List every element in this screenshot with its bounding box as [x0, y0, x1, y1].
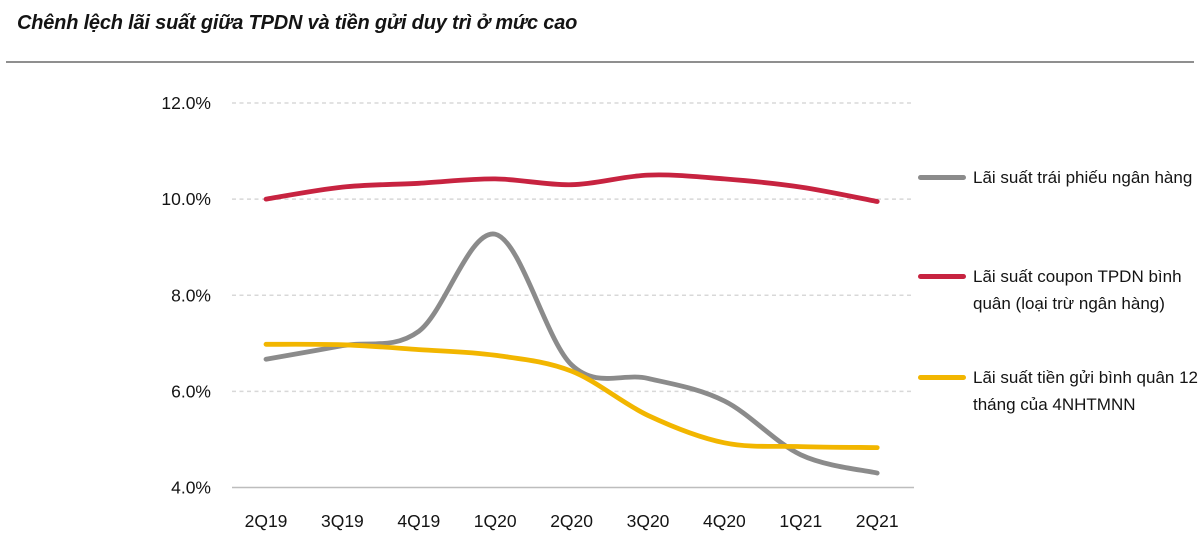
y-axis-tick-label: 8.0%	[171, 285, 211, 305]
legend-swatch-gray-line-icon	[918, 175, 966, 180]
title-divider	[6, 61, 1194, 63]
x-axis-tick-label: 4Q19	[397, 511, 440, 531]
chart-title: Chênh lệch lãi suất giữa TPDN và tiền gử…	[17, 12, 578, 34]
x-axis-tick-label: 1Q21	[779, 511, 822, 531]
legend-item-bank-bond-rate: Lãi suất trái phiếu ngân hàng	[918, 164, 1192, 191]
legend-label-deposit-rate: Lãi suất tiền gửi bình quân 12 tháng của…	[973, 368, 1198, 414]
x-axis-tick-label: 4Q20	[703, 511, 746, 531]
x-axis-tick-label: 1Q20	[474, 511, 517, 531]
x-axis-tick-label: 2Q21	[856, 511, 899, 531]
x-axis-tick-label: 3Q20	[627, 511, 670, 531]
y-axis-tick-label: 10.0%	[161, 189, 211, 209]
x-axis-tick-label: 3Q19	[321, 511, 364, 531]
x-axis-tick-label: 2Q20	[550, 511, 593, 531]
chart-legend: Lãi suất trái phiếu ngân hàng Lãi suất c…	[918, 0, 1200, 543]
x-axis-tick-label: 2Q19	[245, 511, 288, 531]
y-axis-tick-label: 6.0%	[171, 381, 211, 401]
y-axis-tick-label: 12.0%	[161, 93, 211, 113]
legend-label-bank-bond-rate: Lãi suất trái phiếu ngân hàng	[973, 168, 1193, 187]
legend-item-tpdn-coupon-rate: Lãi suất coupon TPDN bình quân (loại trừ…	[918, 263, 1182, 317]
y-axis-tick-label: 4.0%	[171, 478, 211, 498]
series-line-1	[263, 172, 880, 204]
legend-swatch-yellow-line-icon	[918, 375, 966, 380]
legend-swatch-red-line-icon	[918, 274, 966, 279]
legend-label-tpdn-coupon-rate: Lãi suất coupon TPDN bình quân (loại trừ…	[973, 267, 1182, 313]
legend-item-deposit-rate: Lãi suất tiền gửi bình quân 12 tháng của…	[918, 364, 1198, 418]
series-line-2	[263, 341, 880, 450]
line-chart-plot: 12.0% 10.0% 8.0% 6.0% 4.0% 2Q19 3Q19 4Q19 1Q20 2Q…	[161, 93, 914, 531]
series-line-0	[263, 231, 880, 476]
